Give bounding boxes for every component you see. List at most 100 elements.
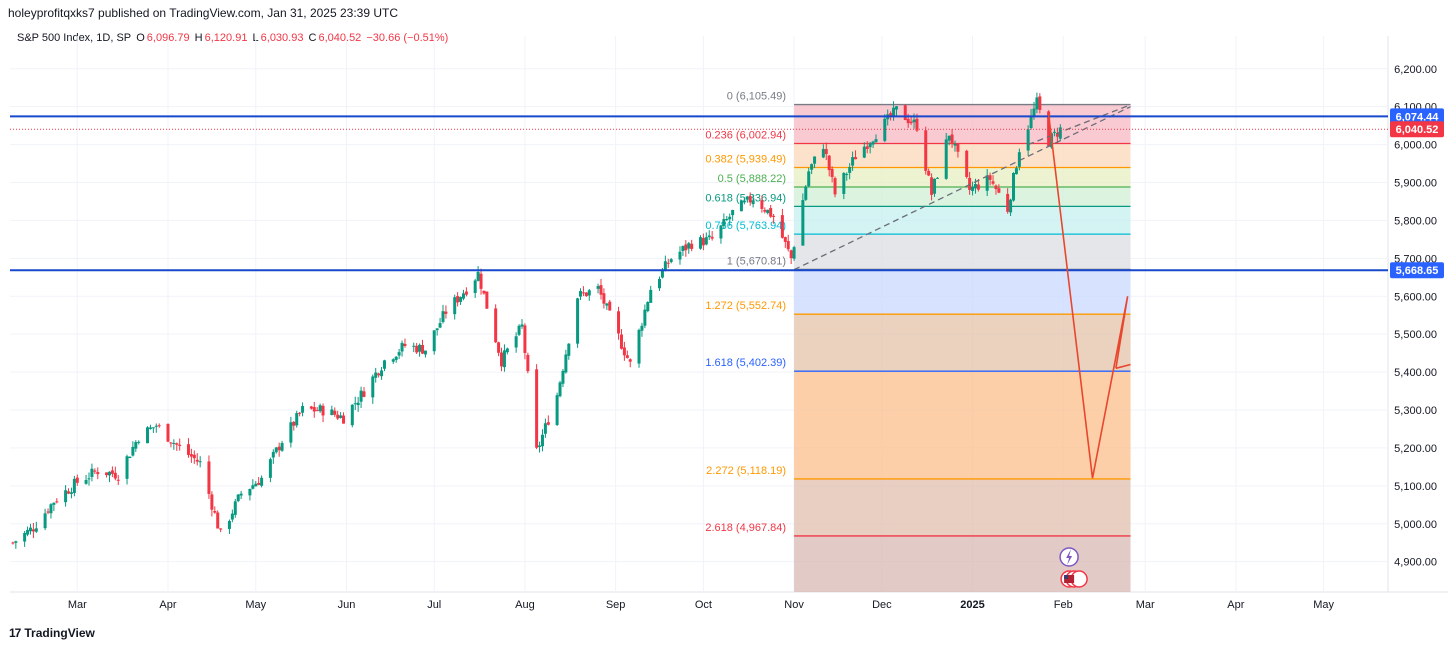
candle-body xyxy=(786,241,790,250)
candle-body xyxy=(421,345,425,354)
candle-body xyxy=(333,410,337,415)
candle-body xyxy=(438,323,442,328)
candle-body xyxy=(1012,172,1016,201)
last-price-tag xyxy=(1390,121,1444,138)
candle-body xyxy=(254,483,258,487)
candle-body xyxy=(608,301,612,311)
candle-body xyxy=(154,425,158,427)
candle-body xyxy=(924,130,928,171)
candle-body xyxy=(1047,111,1051,146)
candle-body xyxy=(658,278,662,289)
candle-body xyxy=(909,121,913,124)
fib-level-label: 0.786 (5,763.94) xyxy=(705,220,786,232)
candle-body xyxy=(719,225,723,239)
y-tick-label: 4,900.00 xyxy=(1394,557,1437,569)
y-tick-label: 5,300.00 xyxy=(1394,405,1437,417)
candle-body xyxy=(555,395,559,425)
fib-level-label: 0.236 (6,002.94) xyxy=(705,129,786,141)
candle-body xyxy=(669,259,673,263)
candle-body xyxy=(362,391,366,397)
candle-body xyxy=(807,171,811,187)
candle-body xyxy=(151,427,155,429)
x-tick-label: Feb xyxy=(1054,599,1073,611)
x-tick-label: Sep xyxy=(606,599,626,611)
candle-body xyxy=(848,167,852,173)
candle-body xyxy=(169,442,173,444)
candle-body xyxy=(502,350,506,368)
candle-body xyxy=(90,468,94,477)
candle-body xyxy=(915,118,919,131)
candle-body xyxy=(280,443,284,451)
candle-body xyxy=(476,271,480,281)
low-value: 6,030.93 xyxy=(260,32,304,44)
candle-body xyxy=(599,285,603,295)
candle-body xyxy=(748,196,752,203)
y-tick-label: 5,800.00 xyxy=(1394,215,1437,227)
change-value: −30.66 (−0.51%) xyxy=(366,32,449,44)
candle-body xyxy=(640,325,644,331)
tradingview-logo[interactable]: 17 TradingView xyxy=(9,626,95,640)
y-tick-label: 6,200.00 xyxy=(1394,64,1437,76)
candle-body xyxy=(46,511,50,513)
candle-body xyxy=(766,209,770,214)
candle-body xyxy=(564,354,568,373)
fib-level-label: 1 (5,670.81) xyxy=(727,255,786,267)
candle-body xyxy=(622,347,626,356)
candle-body xyxy=(678,251,682,260)
candle-body xyxy=(871,141,875,145)
candle-body xyxy=(827,155,831,171)
candle-body xyxy=(1017,152,1021,167)
candle-body xyxy=(868,143,872,148)
candle-body xyxy=(684,244,688,251)
candle-body xyxy=(125,456,129,479)
candle-body xyxy=(494,308,498,343)
candle-body xyxy=(321,405,325,416)
candle-body xyxy=(459,297,463,302)
candle-body xyxy=(643,309,647,326)
fib-level-label: 1.618 (5,402.39) xyxy=(705,357,786,369)
candle-body xyxy=(131,446,135,456)
candle-body xyxy=(318,405,322,412)
candle-body xyxy=(927,170,931,176)
fib-zone xyxy=(794,478,1131,536)
candle-body xyxy=(1058,127,1062,139)
candle-body xyxy=(760,200,764,209)
candle-body xyxy=(444,311,448,314)
x-tick-label: Mar xyxy=(68,599,87,611)
candle-body xyxy=(581,292,585,294)
candle-body xyxy=(780,215,784,238)
candle-body xyxy=(976,184,980,190)
candle-body xyxy=(538,445,542,447)
candle-body xyxy=(274,447,278,453)
candle-body xyxy=(312,407,316,412)
candle-body xyxy=(628,359,632,362)
candle-body xyxy=(1035,97,1039,110)
y-tick-label: 5,200.00 xyxy=(1394,443,1437,455)
candle-body xyxy=(137,441,141,443)
candle-body xyxy=(75,477,79,483)
x-tick-label: Nov xyxy=(784,599,804,611)
candle-body xyxy=(728,216,732,220)
candle-body xyxy=(637,329,641,364)
x-tick-label: Mar xyxy=(1136,599,1155,611)
candle-body xyxy=(198,461,202,463)
x-tick-label: Apr xyxy=(159,599,176,611)
fib-zone xyxy=(794,186,1131,207)
candle-body xyxy=(584,292,588,297)
candle-body xyxy=(233,501,237,515)
candle-body xyxy=(973,184,977,189)
high-label: H xyxy=(194,32,203,44)
candle-body xyxy=(523,325,527,353)
symbol-legend[interactable]: S&P 500 Index, 1D, SP O 6,096.79 H 6,120.9… xyxy=(17,32,450,44)
candle-body xyxy=(113,472,117,479)
fib-level-label: 2.272 (5,118.19) xyxy=(706,465,786,477)
candle-body xyxy=(830,168,834,178)
candle-body xyxy=(663,261,667,272)
candle-body xyxy=(298,412,302,414)
trend-line xyxy=(793,106,1131,271)
candle-body xyxy=(336,414,340,419)
x-tick-label: Oct xyxy=(695,599,712,611)
x-tick-label: Apr xyxy=(1227,599,1244,611)
fib-zone xyxy=(794,206,1131,235)
